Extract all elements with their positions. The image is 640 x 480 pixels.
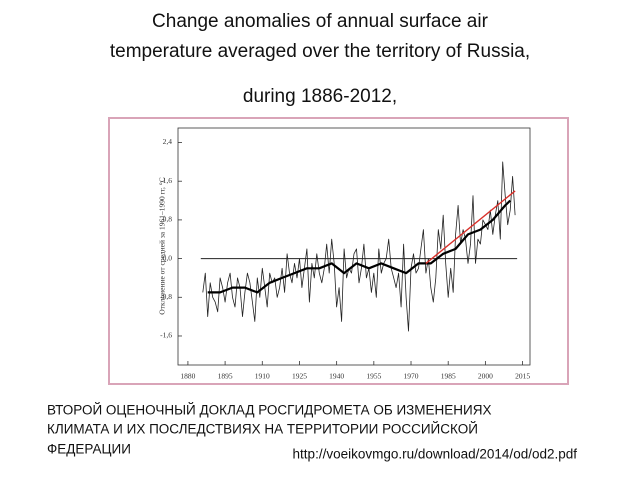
series-line [202,161,516,332]
source-line: КЛИМАТА И ИХ ПОСЛЕДСТВИЯХ НА ТЕРРИТОРИИ … [47,422,478,437]
y-tick-label: 1,6 [163,176,173,185]
x-tick-label: 1985 [441,372,456,381]
x-tick-label: 1880 [180,372,195,381]
x-tick-label: 1895 [218,372,233,381]
source-line: ФЕДЕРАЦИИ [47,442,131,457]
x-tick-label: 1910 [255,372,270,381]
series-line [207,199,511,294]
slide-subtitle: during 1886-2012, [243,86,397,107]
x-tick-label: 1925 [292,372,307,381]
x-tick-label: 1940 [329,372,344,381]
y-tick-label: -0,8 [160,292,172,301]
plot-frame [177,127,531,366]
y-tick-label: 0,0 [163,253,173,262]
image-frame [108,117,569,385]
y-tick-label: -1,6 [160,331,172,340]
x-tick-label: 2015 [515,372,530,381]
source-url: http://voeikovmgo.ru/download/2014/od/od… [293,447,578,462]
series-line [425,190,516,264]
slide-title: Change anomalies of annual surface air te… [110,11,530,62]
x-tick-label: 1955 [366,372,381,381]
x-tick-label: 1970 [404,372,419,381]
y-tick-label: 2,4 [163,137,173,146]
x-tick-label: 2000 [478,372,493,381]
y-tick-label: 0,8 [163,215,173,224]
source-line: ВТОРОЙ ОЦЕНОЧНЫЙ ДОКЛАД РОСГИДРОМЕТА ОБ … [47,403,492,418]
y-axis-label: Отклонение от средней за 1961–1990 гг, °… [158,177,167,314]
